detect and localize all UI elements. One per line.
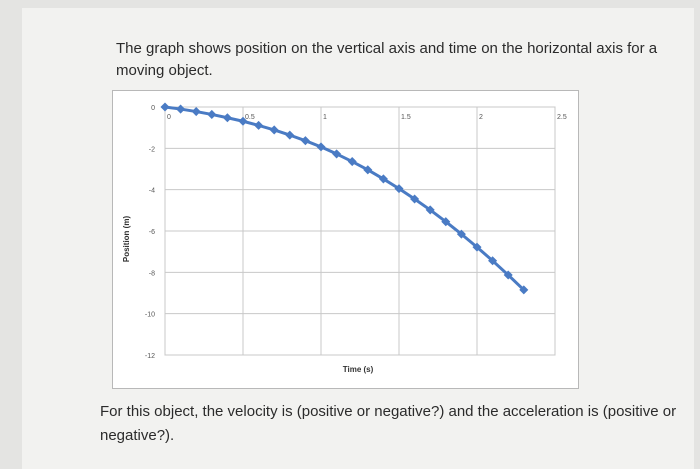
y-tick-label: -12 xyxy=(145,353,155,360)
y-tick-label: -8 xyxy=(149,270,155,277)
data-point xyxy=(254,120,264,130)
data-point xyxy=(269,125,279,135)
data-point xyxy=(285,130,295,140)
question-prompt: The graph shows position on the vertical… xyxy=(116,40,658,79)
series-position xyxy=(160,102,529,295)
data-point xyxy=(456,229,466,239)
data-point xyxy=(347,157,357,167)
y-tick-labels: 0 -2 -4 -6 -8 -10 -12 xyxy=(145,105,155,360)
x-tick-label: 2.5 xyxy=(557,114,567,121)
y-axis-label: Position (m) xyxy=(122,216,131,263)
question-followup: For this object, the velocity is (positi… xyxy=(100,403,677,444)
data-point xyxy=(378,174,388,184)
y-tick-label: -6 xyxy=(149,229,155,236)
data-point xyxy=(441,217,451,227)
y-tick-label: -10 xyxy=(145,312,155,319)
data-point xyxy=(176,104,186,114)
data-point xyxy=(300,136,310,146)
position-time-chart: 0 -2 -4 -6 -8 -10 -12 0 0.5 1 1.5 2 2.5 Position (m… xyxy=(122,102,567,374)
x-tick-labels: 0 0.5 1 1.5 2 2.5 xyxy=(167,114,567,121)
data-point xyxy=(207,109,217,119)
data-point xyxy=(363,165,373,175)
chart-grid xyxy=(164,106,556,356)
data-point xyxy=(222,113,232,123)
x-tick-label: 2 xyxy=(479,114,483,121)
data-point xyxy=(316,142,326,152)
y-tick-label: -2 xyxy=(149,146,155,153)
x-tick-label: 0.5 xyxy=(245,114,255,121)
data-point xyxy=(238,116,248,126)
x-tick-label: 0 xyxy=(167,114,171,121)
data-point xyxy=(410,194,420,204)
y-tick-label: 0 xyxy=(151,105,155,112)
y-tick-label: -4 xyxy=(149,188,155,195)
data-point xyxy=(160,102,170,112)
series-line xyxy=(164,105,525,291)
x-axis-label: Time (s) xyxy=(343,365,374,374)
x-tick-label: 1.5 xyxy=(401,114,411,121)
data-point xyxy=(191,107,201,117)
x-tick-label: 1 xyxy=(323,114,327,121)
chart-frame: 0 -2 -4 -6 -8 -10 -12 0 0.5 1 1.5 2 2.5 Position (m… xyxy=(112,90,579,389)
